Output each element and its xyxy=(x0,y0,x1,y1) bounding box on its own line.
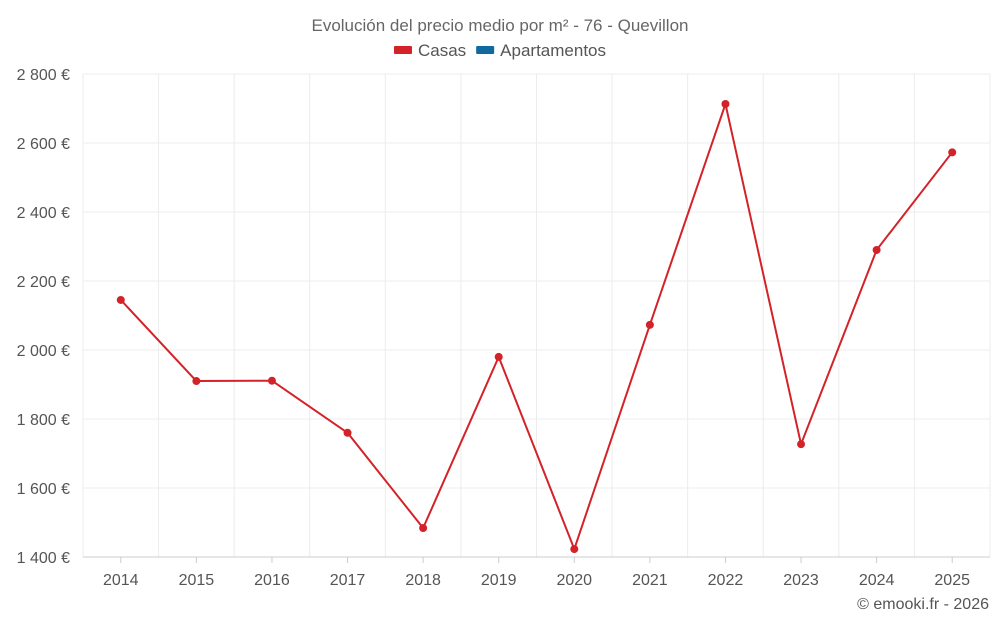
gridlines xyxy=(82,73,991,557)
x-tick-label: 2024 xyxy=(859,572,895,589)
legend: Casas Apartamentos xyxy=(393,41,606,60)
data-point[interactable] xyxy=(872,245,881,254)
data-point[interactable] xyxy=(343,428,352,437)
y-tick-label: 2 000 € xyxy=(17,343,70,360)
data-point[interactable] xyxy=(267,376,276,385)
data-point[interactable] xyxy=(645,320,654,329)
y-tick-label: 1 600 € xyxy=(17,481,70,498)
credit-text: © emooki.fr - 2026 xyxy=(857,596,989,613)
y-tick-label: 2 800 € xyxy=(17,67,70,84)
legend-swatch xyxy=(393,46,412,54)
series-layer xyxy=(116,100,957,554)
data-point[interactable] xyxy=(192,377,201,386)
y-tick-label: 2 400 € xyxy=(17,205,70,222)
x-tick-label: 2020 xyxy=(556,572,592,589)
chart-title: Evolución del precio medio por m² - 76 -… xyxy=(311,16,688,35)
x-tick-label: 2019 xyxy=(481,572,517,589)
legend-swatch xyxy=(476,46,495,54)
legend-item-casas[interactable]: Casas xyxy=(393,41,466,60)
x-tick-label: 2025 xyxy=(934,572,970,589)
y-tick-label: 2 200 € xyxy=(17,274,70,291)
x-tick-label: 2016 xyxy=(254,572,290,589)
x-tick-label: 2017 xyxy=(330,572,366,589)
series-line-casas xyxy=(120,103,954,551)
x-tick-label: 2022 xyxy=(708,572,744,589)
y-tick-label: 2 600 € xyxy=(17,136,70,153)
legend-label: Apartamentos xyxy=(500,41,606,60)
data-point[interactable] xyxy=(797,440,806,449)
x-tick-label: 2021 xyxy=(632,572,668,589)
x-tick-label: 2014 xyxy=(103,572,139,589)
x-tick-label: 2018 xyxy=(405,572,441,589)
data-point[interactable] xyxy=(494,352,503,361)
legend-label: Casas xyxy=(418,41,466,60)
data-point[interactable] xyxy=(570,545,579,554)
x-tick-label: 2015 xyxy=(179,572,215,589)
y-tick-label: 1 800 € xyxy=(17,412,70,429)
y-axis: 1 400 € 1 600 € 1 800 € 2 000 € 2 200 € 2 400… xyxy=(17,67,70,567)
data-point[interactable] xyxy=(948,148,957,157)
data-point[interactable] xyxy=(419,524,428,533)
x-axis: 2014 2015 2016 2017 2018 2019 2020 2021 2022 2023… xyxy=(83,556,990,589)
legend-item-apartamentos[interactable]: Apartamentos xyxy=(476,41,606,60)
x-tick-label: 2023 xyxy=(783,572,819,589)
data-point[interactable] xyxy=(721,100,730,109)
data-point[interactable] xyxy=(116,295,125,304)
y-tick-label: 1 400 € xyxy=(17,550,70,567)
